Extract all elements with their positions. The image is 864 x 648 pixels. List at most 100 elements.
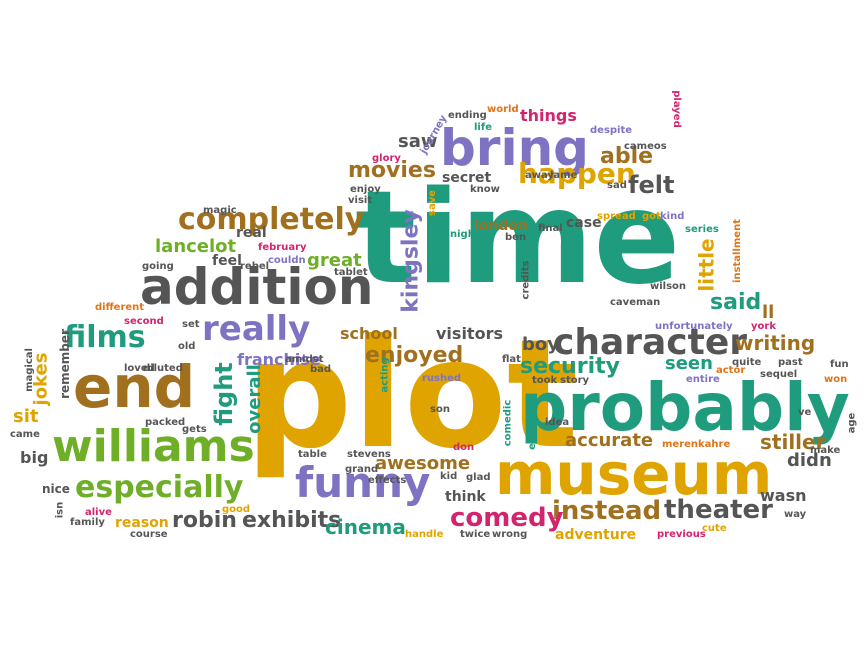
word-effects: effects	[368, 475, 407, 486]
word-isn: isn	[54, 501, 66, 519]
word-away: away	[525, 170, 554, 181]
word-sad: sad	[607, 180, 627, 191]
word-feel: feel	[212, 253, 242, 269]
word-wrong: wrong	[492, 529, 528, 540]
word-wasn: wasn	[760, 486, 807, 505]
word-old: old	[178, 341, 196, 352]
word-wilson: wilson	[650, 281, 687, 292]
word-past: past	[778, 357, 803, 368]
word-fight: fight	[209, 362, 238, 426]
word-york: york	[751, 321, 776, 332]
word-kingsley: kingsley	[398, 209, 424, 313]
word-probably: probably	[520, 369, 850, 446]
word-world: world	[487, 104, 519, 115]
word-great: great	[307, 250, 362, 271]
word-school: school	[340, 324, 398, 343]
word-going: going	[142, 261, 174, 272]
word-really: really	[202, 309, 311, 349]
word-london: london	[474, 218, 528, 234]
word-writing: writing	[735, 331, 816, 355]
word-jokes: jokes	[30, 352, 52, 406]
word-ll: ll	[762, 302, 775, 323]
word-february: february	[258, 242, 307, 253]
word-seen: seen	[665, 353, 713, 374]
word-visit: visit	[348, 195, 373, 206]
word-able: able	[600, 144, 654, 169]
word-character: character	[553, 322, 748, 363]
word-kid: kid	[440, 471, 458, 482]
word-completely: completely	[178, 202, 365, 237]
word-despite: despite	[590, 125, 633, 136]
word-felt: felt	[628, 171, 675, 199]
word-films: films	[64, 320, 146, 355]
word-case: case	[566, 215, 602, 231]
word-robin: robin	[172, 508, 237, 533]
word-museum: museum	[495, 440, 773, 508]
word-instead: instead	[552, 496, 662, 526]
word-think: think	[445, 489, 486, 505]
word-williams: williams	[52, 421, 255, 472]
word-bring: bring	[440, 119, 589, 177]
word-second: second	[124, 316, 164, 327]
word-good: good	[222, 504, 251, 515]
word-security: security	[520, 354, 620, 379]
word-credits: credits	[520, 260, 532, 300]
word-couldn: couldn	[268, 255, 306, 266]
word-night: night	[450, 229, 480, 240]
word-exhibits: exhibits	[242, 508, 342, 533]
word-happen: happen	[518, 157, 636, 190]
word-stevens: stevens	[347, 449, 391, 460]
word-alive: alive	[85, 507, 112, 518]
word-idea: idea	[545, 417, 570, 428]
word-overall: overall	[243, 364, 265, 434]
word-real: real	[236, 225, 267, 241]
word-different: different	[95, 302, 145, 313]
word-unfortunately: unfortunately	[655, 321, 733, 332]
word-save: save	[427, 189, 439, 217]
word-diluted: diluted	[143, 363, 183, 374]
word-amidst: amidst	[285, 354, 324, 365]
word-cinema: cinema	[325, 515, 406, 539]
word-loved: loved	[124, 363, 155, 374]
word-reason: reason	[115, 515, 169, 531]
word-remember: remember	[57, 329, 72, 399]
word-plot: plot	[245, 308, 579, 482]
word-accurate: accurate	[565, 430, 654, 451]
word-nice: nice	[42, 482, 70, 496]
word-twice: twice	[460, 529, 491, 540]
word-end: end	[73, 353, 196, 421]
word-series: series	[685, 224, 719, 235]
word-time: time	[355, 164, 681, 313]
word-acting: acting	[379, 357, 391, 393]
word-previous: previous	[657, 529, 706, 540]
word-egyptian: egyptian	[526, 400, 538, 450]
word-flat: flat	[502, 354, 521, 365]
word-son: son	[430, 404, 450, 415]
word-enjoy: enjoy	[350, 184, 381, 195]
word-bad: bad	[310, 364, 332, 375]
word-ben: ben	[505, 232, 527, 243]
word-said: said	[710, 290, 762, 315]
word-cameos: cameos	[624, 141, 667, 152]
word-sequel: sequel	[760, 369, 798, 380]
word-funny: funny	[295, 458, 431, 507]
word-rushed: rushed	[422, 373, 462, 384]
word-way: way	[784, 509, 807, 520]
word-sit: sit	[13, 406, 39, 427]
word-took: took	[532, 375, 558, 386]
word-enjoyed: enjoyed	[365, 343, 464, 368]
word-big: big	[20, 448, 49, 467]
word-played: played	[670, 90, 682, 128]
word-saw: saw	[398, 131, 438, 152]
word-ending: ending	[448, 110, 487, 121]
word-addition: addition	[140, 258, 374, 316]
word-don: don	[453, 442, 475, 453]
word-visitors: visitors	[436, 324, 503, 343]
word-family: family	[70, 517, 105, 528]
word-things: things	[520, 106, 577, 125]
word-story: story	[560, 375, 590, 386]
word-got: got	[642, 211, 661, 222]
word-boy: boy	[522, 334, 559, 355]
word-tablet: tablet	[334, 267, 368, 278]
